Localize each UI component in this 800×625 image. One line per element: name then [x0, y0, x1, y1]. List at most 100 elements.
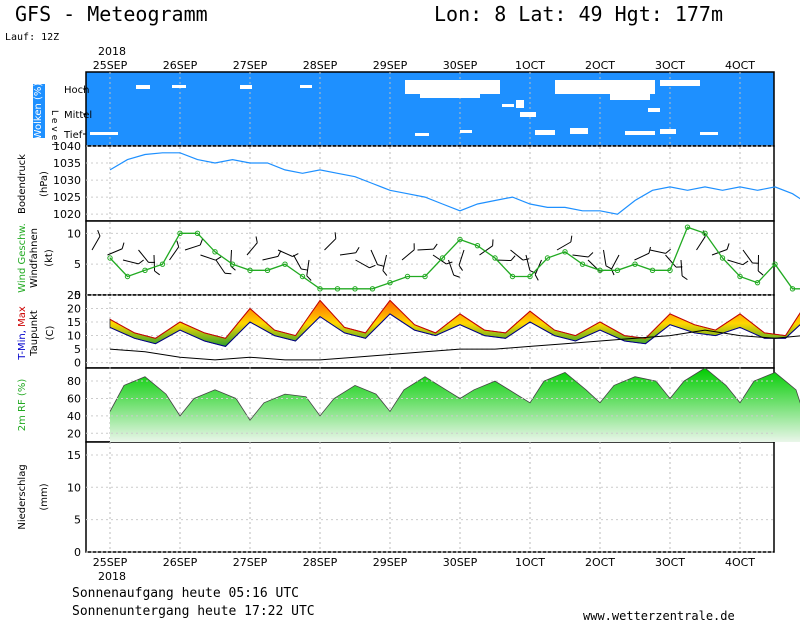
rh-tick-label: 80 [67, 375, 81, 388]
date-label-top: 4OCT [725, 59, 755, 72]
wind-barb [370, 249, 384, 267]
wind-barb-flag [230, 265, 236, 271]
wind-barb-flag [453, 274, 460, 278]
wind-barb-flag [154, 270, 160, 276]
wind-unit: (kt) [44, 249, 55, 267]
clear-sky-patch [172, 85, 186, 88]
wind-barb [556, 235, 573, 251]
wind-speed-point [579, 261, 586, 267]
wind-barb [184, 238, 203, 251]
wind-tick-label: 0 [74, 289, 81, 302]
wind-speed-point [474, 242, 481, 249]
panel-frame [85, 441, 775, 553]
wind-speed-point [684, 224, 691, 230]
wind-barb-flag [355, 247, 360, 254]
wind-barb-staff [306, 259, 310, 276]
sunset-text: Sonnenuntergang heute 17:22 UTC [72, 604, 315, 619]
wind-barb-flag [605, 265, 612, 270]
dewpoint-line [109, 329, 800, 361]
wind-barb-staff [417, 248, 434, 251]
wind-barb-flag [681, 275, 688, 281]
clear-sky-patch [90, 132, 118, 135]
wind-barb-flag [413, 243, 415, 250]
year-label-top: 2018 [98, 45, 126, 58]
precip-unit: (mm) [39, 483, 50, 510]
wind-barb-staff [370, 249, 378, 265]
wind-barb-staff [91, 235, 101, 251]
wind-barb-staff [603, 249, 607, 266]
clear-sky-patch [555, 80, 655, 94]
rh-title: 2m RF (%) [17, 379, 28, 432]
wind-speed-point [334, 286, 341, 292]
wind-speed-point [492, 255, 498, 261]
wind-speed-point [229, 261, 236, 267]
clear-sky-patch [516, 100, 524, 108]
clear-sky-patch [300, 85, 312, 88]
wind-speed-point [632, 261, 638, 267]
wind-barb-flag [382, 270, 388, 276]
wind-barb-flag [570, 235, 573, 243]
wind-barb [525, 254, 536, 274]
sunrise-text: Sonnenaufgang heute 05:16 UTC [72, 586, 299, 601]
date-label-bottom: 1OCT [515, 556, 545, 569]
temp-tick-label: 0 [74, 357, 81, 370]
date-label-top: 28SEP [303, 59, 338, 72]
temp-min-title: T-Min, [17, 327, 28, 361]
wind-barb-flag [529, 270, 536, 274]
wind-barb-flag [255, 236, 258, 243]
panel-frame [85, 220, 775, 296]
wind-barb-flag [377, 264, 384, 267]
wind-barb [215, 259, 232, 275]
date-label-bottom: 2OCT [585, 556, 615, 569]
wind-speed-point [719, 255, 726, 261]
clear-sky-patch [535, 130, 555, 135]
precip-tick-label: 15 [67, 449, 81, 462]
wind-barb [91, 229, 101, 251]
wind-barb [448, 259, 460, 278]
wind-barb-flag [121, 242, 125, 249]
wind-barb-flag [510, 255, 516, 261]
clear-sky-patch [415, 133, 429, 136]
temp-title: T-Min, Max [17, 306, 28, 361]
wind-barb-staff [277, 249, 293, 257]
clear-sky-patch [136, 85, 150, 89]
wind-barb-flag [301, 268, 308, 271]
wind-speed-point [772, 261, 778, 267]
clear-sky-patch [570, 128, 588, 134]
date-label-top: 30SEP [443, 59, 478, 72]
wind-barb-flag [97, 229, 101, 237]
pressure-tick-label: 1030 [53, 174, 81, 187]
wind-title: Wind Geschw. [17, 223, 28, 293]
wind-speed-point [177, 230, 183, 237]
date-label-top: 29SEP [373, 59, 408, 72]
wind-speed-point [404, 273, 411, 280]
wind-barb [711, 243, 730, 256]
clear-sky-patch [502, 104, 514, 107]
year-label-bottom: 2018 [98, 570, 126, 583]
date-label-top: 3OCT [655, 59, 685, 72]
precip-title: Niederschlag [17, 464, 28, 529]
wind-barb-staff [262, 255, 279, 261]
wind-speed-point [649, 267, 656, 274]
wind-barb-staff [107, 248, 123, 256]
wind-barb-staff [742, 249, 753, 264]
page-title: GFS - Meteogramm [15, 2, 208, 26]
wind-barb-staff [448, 259, 455, 276]
date-label-top: 27SEP [233, 59, 268, 72]
wind-speed-point [264, 267, 271, 274]
wind-barb-staff [611, 254, 620, 270]
precip-tick-label: 10 [67, 481, 81, 494]
wind-barb [401, 243, 415, 261]
wind-barb [169, 240, 180, 261]
wind-speed-point [422, 273, 428, 280]
clear-sky-patch [648, 108, 660, 112]
wind-barb-flag [534, 274, 539, 281]
rh-tick-label: 40 [67, 410, 81, 423]
cloud-level-axis-label: Level [49, 110, 59, 149]
wind-speed-point [369, 286, 376, 292]
wind-speed-point [352, 286, 358, 292]
wind-barb [458, 249, 465, 271]
pressure-line [109, 152, 800, 215]
wind-tick-label: 5 [74, 258, 81, 271]
wind-barb [634, 246, 651, 261]
